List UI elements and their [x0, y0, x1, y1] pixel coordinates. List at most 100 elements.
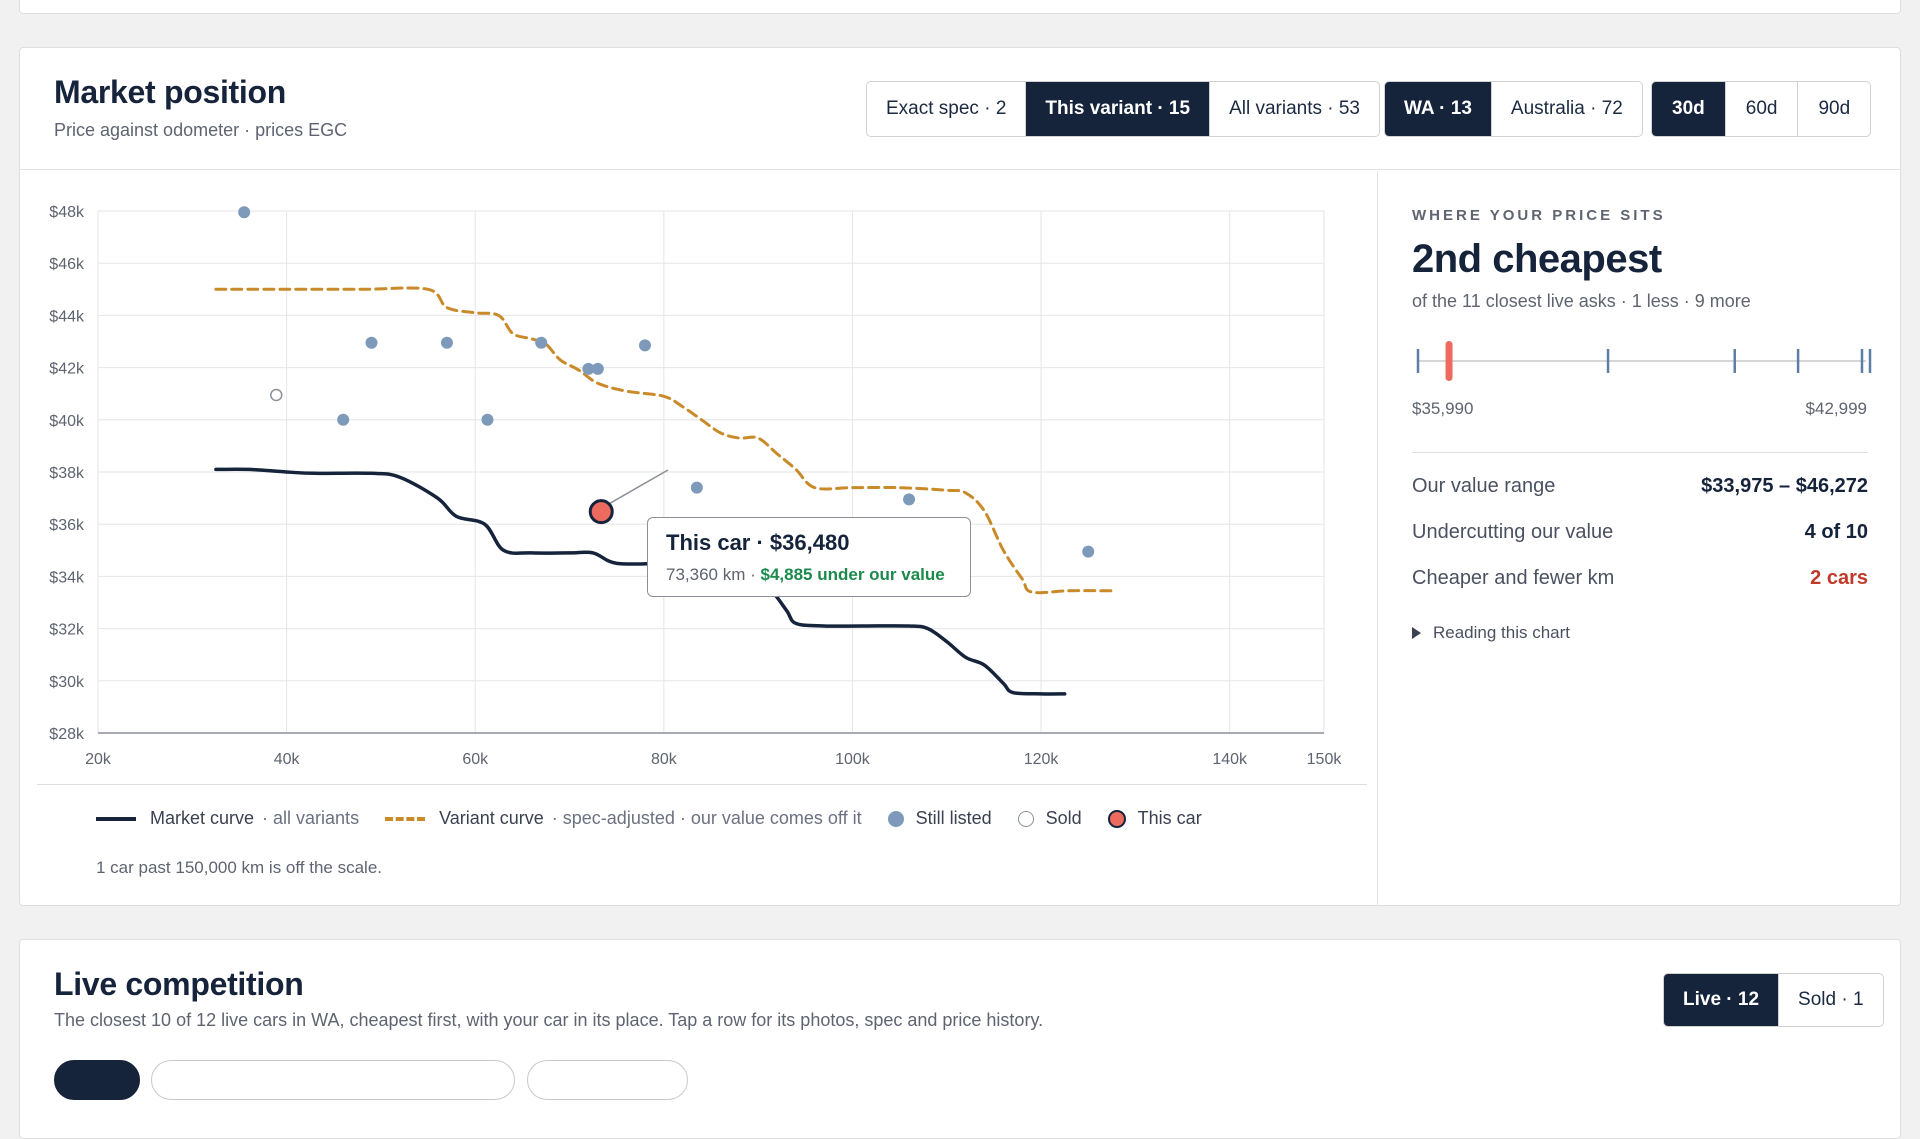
reading-this-chart-label: Reading this chart: [1433, 623, 1571, 642]
live-sold-toggle: Live · 12 Sold · 1: [1663, 973, 1884, 1027]
panel-eyebrow: WHERE YOUR PRICE SITS: [1412, 207, 1666, 224]
y-tick-label: $42k: [49, 361, 85, 378]
y-tick-label: $48k: [49, 204, 85, 221]
disclosure-triangle-icon: [1412, 627, 1421, 639]
stat-value: $33,975 – $46,272: [1701, 475, 1868, 497]
market-curve-swatch: [96, 816, 136, 821]
y-tick-label: $36k: [49, 517, 85, 534]
listed-point: [337, 413, 350, 426]
y-tick-label: $46k: [49, 256, 85, 273]
legend-variant-curve-note: · spec-adjusted · our value comes off it: [551, 808, 862, 828]
stat-label: Our value range: [1412, 475, 1556, 497]
stat-value: 2 cars: [1810, 567, 1868, 589]
listed-point: [638, 339, 651, 352]
x-tick-label: 100k: [835, 751, 871, 768]
previous-card: [19, 0, 1901, 14]
listed-point: [238, 206, 251, 219]
filter-pill[interactable]: [527, 1060, 688, 1100]
legend-still-listed: Still listed: [887, 808, 992, 829]
filter-pill[interactable]: [151, 1060, 515, 1100]
variant-curve-line: [214, 286, 1114, 595]
panel-subtext: of the 11 closest live asks · 1 less · 9…: [1412, 291, 1751, 311]
legend-variant-curve-label: Variant curve: [439, 808, 544, 828]
y-tick-label: $30k: [49, 674, 85, 691]
still-listed-swatch: [887, 810, 904, 827]
period-filter: 30d 60d 90d: [1651, 81, 1872, 137]
stat-value: 4 of 10: [1804, 521, 1868, 543]
chart-area: $28k $30k $32k $34k $36k $38k $40k $42k $44k $46k…: [20, 171, 1376, 906]
legend-variant-curve: Variant curve · spec-adjusted · our valu…: [385, 808, 862, 829]
x-tick-label: 60k: [462, 751, 489, 768]
filter-wa[interactable]: WA · 13: [1385, 82, 1492, 136]
legend-market-curve: Market curve · all variants: [96, 808, 359, 829]
y-tick-label: $38k: [49, 465, 85, 482]
market-position-title: Market position: [54, 74, 286, 110]
chart-footnote: 1 car past 150,000 km is off the scale.: [96, 858, 383, 877]
market-position-subtitle: Price against odometer · prices EGC: [54, 120, 348, 140]
listed-point: [440, 336, 453, 349]
reading-this-chart-toggle[interactable]: Reading this chart: [1412, 623, 1570, 643]
live-competition-subtitle: The closest 10 of 12 live cars in WA, ch…: [54, 1010, 1044, 1030]
filter-all-variants[interactable]: All variants · 53: [1229, 98, 1361, 119]
sold-point: [269, 388, 283, 402]
market-position-header: Market position Price against odometer ·…: [20, 48, 1900, 170]
legend-sold-label: Sold: [1045, 808, 1082, 828]
region-filter: WA · 13 Australia · 72: [1384, 81, 1643, 137]
this-car-point: [588, 499, 614, 525]
panel-divider: [1412, 452, 1868, 453]
toggle-live[interactable]: Live · 12: [1664, 974, 1780, 1026]
this-car-tooltip: This car · $36,480 73,360 km · $4,885 un…: [647, 517, 971, 597]
listed-point: [481, 413, 494, 426]
filter-pill-active[interactable]: [54, 1060, 140, 1100]
filter-this-variant[interactable]: This variant · 15: [1026, 82, 1211, 136]
y-tick-label: $44k: [49, 308, 85, 325]
chart-legend: Market curve · all variants Variant curv…: [96, 808, 1228, 829]
market-position-card: Market position Price against odometer ·…: [19, 47, 1901, 906]
y-tick-label: $34k: [49, 569, 85, 586]
listed-point: [690, 481, 703, 494]
filter-exact-spec[interactable]: Exact spec · 2: [867, 82, 1027, 136]
price-rank-strip: [1416, 341, 1872, 381]
stat-cheaper-fewer-km: Cheaper and fewer km 2 cars: [1412, 567, 1868, 590]
listed-point: [1082, 545, 1095, 558]
listed-point: [535, 336, 548, 349]
tooltip-under-value: $4,885 under our value: [760, 565, 945, 584]
strip-min-label: $35,990: [1412, 399, 1474, 418]
panel-headline: 2nd cheapest: [1412, 237, 1662, 281]
x-tick-label: 140k: [1212, 751, 1248, 768]
stat-value-range: Our value range $33,975 – $46,272: [1412, 475, 1868, 498]
x-tick-label: 150k: [1307, 751, 1343, 768]
this-car-swatch: [1107, 809, 1126, 828]
variant-curve-swatch: [385, 816, 426, 821]
price-odometer-chart[interactable]: $28k $30k $32k $34k $36k $38k $40k $42k $44k $46k…: [20, 171, 1376, 803]
y-tick-label: $28k: [49, 726, 85, 743]
legend-still-listed-label: Still listed: [915, 808, 992, 828]
filter-australia[interactable]: Australia · 72: [1510, 98, 1623, 119]
legend-market-curve-label: Market curve: [150, 808, 255, 828]
y-tick-label: $32k: [49, 622, 85, 639]
spec-filter: Exact spec · 2 This variant · 15 All var…: [866, 81, 1381, 137]
x-tick-label: 80k: [651, 751, 678, 768]
strip-max-label: $42,999: [1805, 399, 1867, 418]
listed-point: [903, 493, 916, 506]
legend-this-car: This car: [1107, 808, 1202, 829]
sold-swatch: [1017, 810, 1034, 827]
live-competition-title: Live competition: [54, 966, 304, 1002]
live-competition-card: Live competition The closest 10 of 12 li…: [19, 939, 1901, 1139]
x-tick-label: 120k: [1024, 751, 1060, 768]
legend-market-curve-note: · all variants: [262, 808, 360, 828]
filter-60d[interactable]: 60d: [1726, 82, 1799, 136]
listed-point: [365, 336, 378, 349]
toggle-sold[interactable]: Sold · 1: [1798, 989, 1864, 1010]
filter-30d[interactable]: 30d: [1652, 82, 1726, 136]
y-tick-label: $40k: [49, 413, 85, 430]
listed-point: [582, 362, 595, 375]
listed-point: [591, 362, 604, 375]
tooltip-detail: 73,360 km · $4,885 under our value: [666, 565, 945, 585]
stat-label: Undercutting our value: [1412, 521, 1614, 543]
filter-90d[interactable]: 90d: [1818, 98, 1851, 119]
legend-divider: [37, 784, 1367, 785]
price-position-panel: WHERE YOUR PRICE SITS 2nd cheapest of th…: [1377, 171, 1900, 906]
x-tick-label: 40k: [274, 751, 301, 768]
x-tick-label: 20k: [85, 751, 112, 768]
